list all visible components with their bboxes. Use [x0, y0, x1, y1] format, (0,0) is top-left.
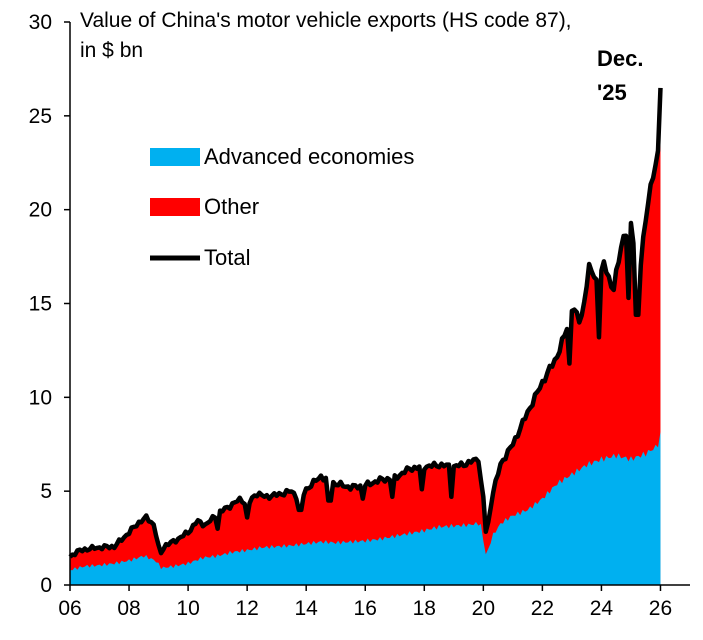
chart-title-line-2: in $ bn [80, 39, 143, 62]
annotation-dec-line-1: Dec. [597, 46, 643, 71]
legend-label-total: Total [204, 245, 250, 270]
y-tick-label: 5 [40, 480, 52, 503]
y-tick-label: 10 [29, 386, 52, 409]
annotation-dec-line-2: '25 [597, 80, 627, 105]
x-tick-labels: 06 08 10 12 14 16 18 20 22 24 26 [58, 597, 672, 620]
legend: Advanced economies Other Total [150, 144, 414, 270]
advanced-economies-area [70, 431, 661, 585]
legend-swatch-other [150, 198, 200, 216]
y-tick-label: 0 [40, 574, 52, 597]
total-line-group [68, 87, 663, 559]
legend-label-other: Other [204, 194, 259, 219]
x-tick-label: 08 [117, 597, 140, 620]
x-tick-label: 14 [295, 597, 319, 620]
y-tick-labels: 0 5 10 15 20 25 30 [29, 11, 52, 597]
x-tick-label: 16 [354, 597, 377, 620]
chart-title-line-1: Value of China's motor vehicle exports (… [80, 9, 572, 32]
x-tick-label: 18 [413, 597, 436, 620]
x-tick-label: 20 [472, 597, 495, 620]
legend-label-advanced: Advanced economies [204, 144, 414, 169]
x-tick-label: 24 [590, 597, 614, 620]
x-tick-label: 26 [649, 597, 672, 620]
y-tick-label: 30 [29, 11, 52, 34]
x-tick-label: 22 [531, 597, 554, 620]
y-tick-label: 15 [29, 293, 52, 316]
axes [64, 21, 690, 591]
other-area [70, 87, 661, 586]
legend-swatch-advanced [150, 148, 200, 166]
total-line [68, 87, 663, 559]
y-tick-label: 25 [29, 105, 52, 128]
y-tick-label: 20 [29, 199, 52, 222]
x-tick-label: 06 [58, 597, 81, 620]
x-tick-label: 10 [176, 597, 199, 620]
x-tick-label: 12 [235, 597, 258, 620]
chart-areas [70, 87, 661, 586]
